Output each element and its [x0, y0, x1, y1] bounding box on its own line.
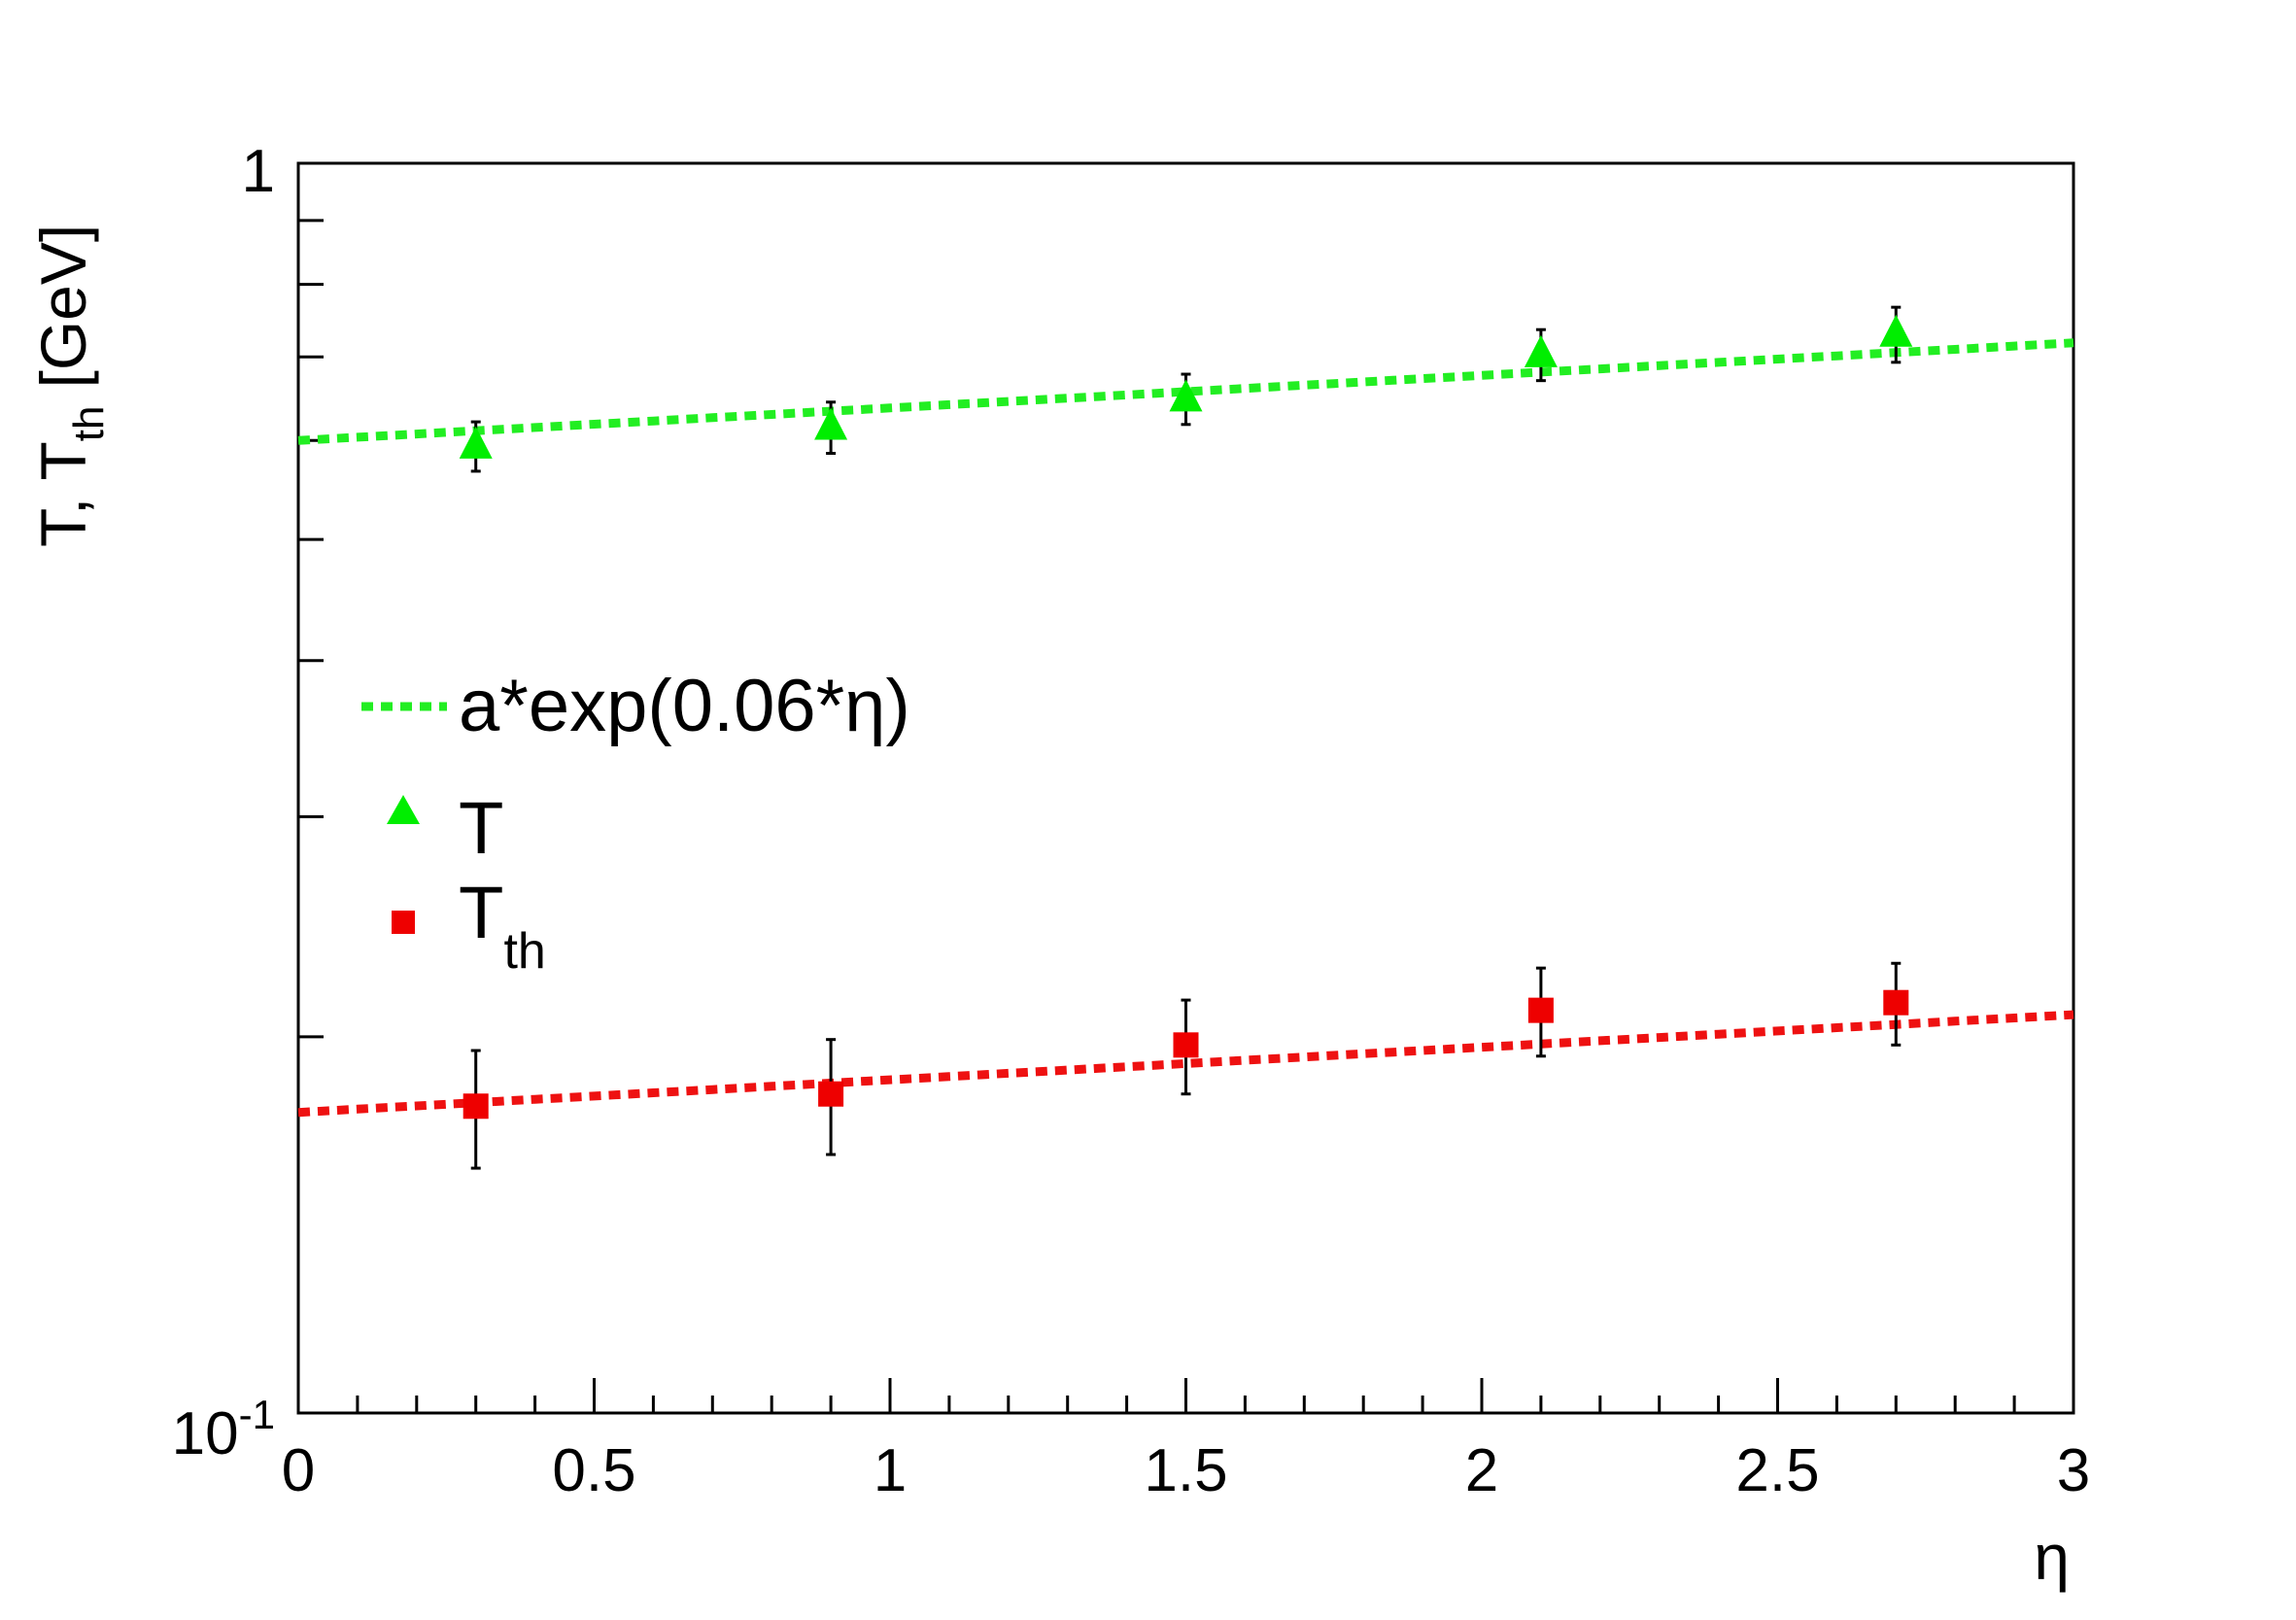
data-point-t [1169, 379, 1203, 412]
legend-square-marker [392, 911, 415, 934]
y-axis-title-sub: th [65, 406, 113, 442]
x-tick-label: 3 [2057, 1437, 2090, 1504]
x-tick-label: 0 [282, 1437, 315, 1504]
x-axis-title: η [2034, 1521, 2070, 1593]
x-tick-label: 2 [1465, 1437, 1498, 1504]
data-point-t [814, 407, 848, 440]
x-tick-label: 1 [874, 1437, 907, 1504]
x-tick-label: 2.5 [1735, 1437, 1819, 1504]
y-axis-title: T, Tth [GeV] [27, 224, 113, 547]
y-tick-label-bottom: 10-1 [172, 1392, 275, 1467]
data-point-t [1879, 314, 1913, 347]
x-tick-label: 1.5 [1144, 1437, 1227, 1504]
y-axis-title-unit: [GeV] [27, 224, 99, 389]
fit-lines [297, 338, 2074, 1118]
legend-t-label: T [459, 787, 503, 870]
legend-triangle-marker [387, 795, 420, 824]
legend-fit-label: a*exp(0.06*η) [459, 665, 910, 747]
legend-tth-label: Tth [459, 872, 546, 980]
y-tick-bottom-base: 10 [172, 1400, 239, 1467]
data-point-tth [463, 1093, 489, 1120]
y-tick-label-top: 1 [242, 138, 275, 205]
legend-tth-main: T [459, 872, 503, 954]
data-point-t [1524, 334, 1558, 367]
data-point-tth [818, 1081, 844, 1107]
x-tick-label: 0.5 [552, 1437, 635, 1504]
legend-tth-sub: th [503, 923, 545, 980]
data-point-tth [1527, 997, 1554, 1023]
ticks: 0 0.5 1 1.5 2 2.5 3 [282, 219, 2090, 1504]
data-point-tth [1173, 1032, 1199, 1058]
data-point-t [459, 426, 493, 459]
legend: a*exp(0.06*η) T Tth [361, 665, 910, 980]
plot-frame [296, 161, 2075, 1415]
data-point-tth [1883, 989, 1909, 1016]
fit-line [297, 338, 2074, 445]
fit-line [297, 1010, 2074, 1118]
y-tick-bottom-exp: -1 [239, 1392, 275, 1437]
y-axis-title-main: T, T [27, 441, 99, 547]
data-points [459, 305, 1913, 1170]
